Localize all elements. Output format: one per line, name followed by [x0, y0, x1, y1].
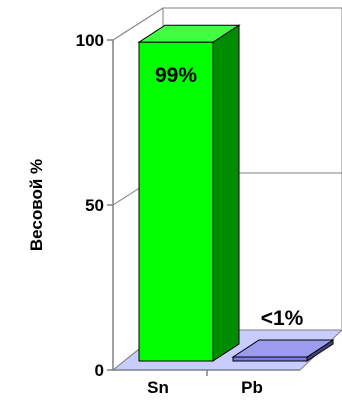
y-tick-label: 50: [85, 196, 104, 215]
y-ticks: 0 50 100: [76, 31, 113, 380]
category-labels: Sn Pb: [147, 378, 263, 397]
bars: [137, 24, 335, 362]
bar-side-sn: [212, 24, 240, 362]
y-tick-label: 0: [95, 361, 104, 380]
y-axis-title: Весовой %: [27, 159, 46, 251]
x-tick-label-sn: Sn: [147, 378, 169, 397]
data-labels: 99% <1%: [155, 64, 304, 330]
x-tick-label-pb: Pb: [241, 378, 263, 397]
bar-sn: [138, 41, 214, 362]
bar-pb: [232, 356, 308, 362]
data-label-sn: 99%: [155, 64, 197, 87]
data-label-pb: <1%: [261, 307, 304, 330]
gridline: [112, 7, 342, 41]
y-tick-label: 100: [76, 31, 104, 50]
